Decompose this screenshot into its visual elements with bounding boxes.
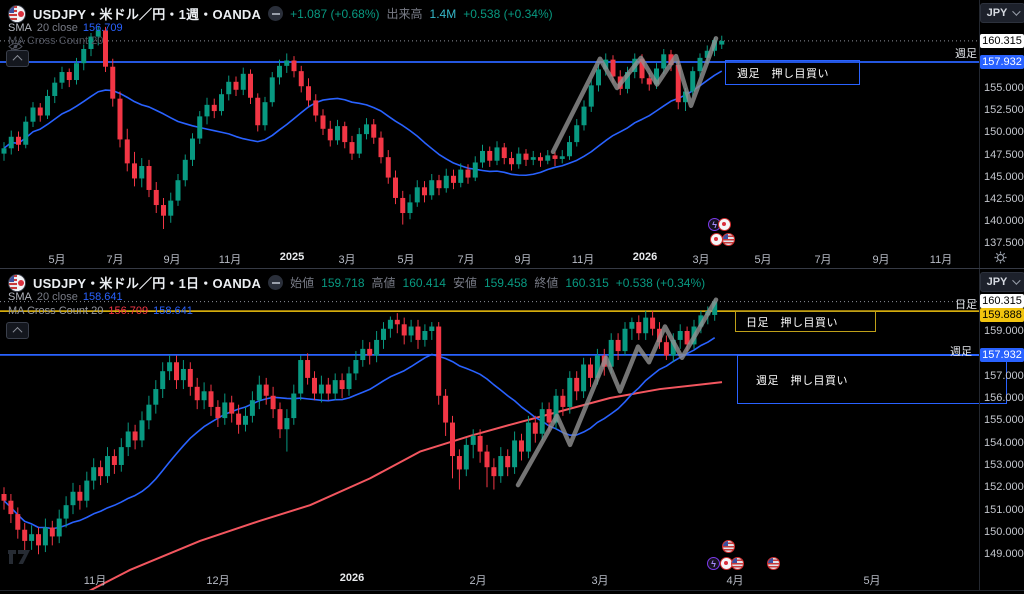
weekly-level-label: 週足: [955, 48, 977, 60]
pane2-weekly-level-price-box: 157.932: [980, 348, 1024, 362]
time-tick: 5月: [397, 254, 415, 266]
price-tick: 140.000: [984, 215, 1024, 227]
pane-separator[interactable]: [0, 268, 1024, 269]
price-tick: 137.500: [984, 237, 1024, 250]
time-tick: 7月: [106, 254, 124, 266]
time-tick: 4月: [726, 575, 744, 587]
price-tick: 149.000: [984, 548, 1024, 561]
usdjpy-flag-pair-icon: [8, 273, 26, 292]
time-tick: 11月: [929, 254, 953, 266]
time-tick: 3月: [591, 575, 609, 587]
pane2-daily-level-price-box: 159.888: [980, 308, 1024, 322]
weekly-level-label-daily-pane: 週足: [950, 346, 972, 358]
price-tick: 147.500: [984, 148, 1024, 161]
us-flag-event-icon[interactable]: [731, 557, 744, 570]
price-tick: 142.500: [984, 192, 1024, 205]
pane1-last-price-box: 160.315: [980, 34, 1024, 48]
time-tick: 11月: [571, 254, 595, 266]
pane1-header: USDJPY・米ドル／円・1週・OANDA +1.087 (+0.68%) 出来…: [8, 4, 553, 23]
weekly-buy-dip-annotation-daily-pane[interactable]: 週足 押し目買い: [737, 355, 1007, 404]
economic-event-icon[interactable]: ϟ: [708, 218, 721, 231]
pane2-symbol-title[interactable]: USDJPY・米ドル／円・1日・OANDA: [33, 276, 262, 291]
pane1-change: +1.087 (+0.68%): [290, 6, 380, 21]
open-value: 159.718: [321, 275, 365, 290]
usdjpy-flag-pair-icon: [8, 4, 26, 23]
price-tick: 159.000: [984, 325, 1024, 337]
time-tick: 11月: [218, 254, 242, 266]
pane1-sma-legend[interactable]: SMA 20 close 156.709: [8, 22, 123, 34]
price-tick: 150.000: [984, 126, 1024, 139]
price-tick: 145.000: [984, 170, 1024, 183]
time-tick: 5月: [48, 254, 66, 266]
price-tick: 151.000: [984, 503, 1024, 516]
pane2-change: +0.538 (+0.34%): [615, 275, 706, 290]
price-tick: 152.500: [984, 104, 1024, 117]
low-label: 安値: [452, 276, 477, 290]
price-axis-border: [979, 0, 980, 590]
pane1-symbol-title[interactable]: USDJPY・米ドル／円・1週・OANDA: [33, 7, 262, 22]
pane2-sma-value: 158.641: [82, 291, 123, 303]
time-tick: 9月: [163, 254, 181, 266]
price-tick: 152.000: [984, 481, 1024, 494]
high-label: 高値: [371, 276, 396, 290]
time-tick: 5月: [863, 575, 881, 587]
us-flag-event-icon[interactable]: [767, 557, 780, 570]
pane1-sma-value: 156.709: [82, 22, 123, 34]
pane1-weekly-level-price-box: 157.932: [980, 55, 1024, 69]
low-value: 159.458: [483, 275, 528, 290]
pane2-ma-cross-legend[interactable]: MA Cross Count 20 156.709 158.641: [8, 305, 193, 317]
jp-flag-event-icon[interactable]: [718, 218, 731, 231]
time-tick: 2026: [339, 572, 365, 584]
high-value: 160.414: [402, 275, 446, 290]
price-tick: 154.000: [984, 436, 1024, 449]
price-tick: 150.000: [984, 525, 1024, 538]
pane1-ma-cross-legend[interactable]: MA Cross Count 20: [8, 35, 108, 52]
bottom-border: [0, 590, 1024, 591]
ma-cross-red-value: 156.709: [108, 305, 149, 317]
time-tick: 3月: [338, 254, 356, 266]
collapse-legend-icon[interactable]: [268, 6, 284, 21]
time-tick: 7月: [814, 254, 832, 266]
weekly-candlestick-chart[interactable]: [0, 0, 1024, 268]
pane2-currency-button[interactable]: JPY: [980, 272, 1024, 292]
price-tick: 155.000: [984, 414, 1024, 427]
time-tick: 12月: [206, 575, 230, 587]
close-value: 160.315: [565, 275, 609, 290]
ma-cross-blue-value: 158.641: [153, 305, 193, 317]
close-label: 終値: [534, 276, 559, 290]
pane1-volume-value: 1.4M: [429, 6, 457, 21]
price-tick: 156.000: [984, 391, 1024, 404]
daily-candlestick-chart[interactable]: [0, 269, 1024, 591]
pane2-sma-legend[interactable]: SMA 20 close 158.641: [8, 291, 123, 303]
daily-buy-dip-annotation[interactable]: 日足 押し目買い: [735, 311, 876, 332]
time-tick: 3月: [692, 254, 710, 266]
pane2-header: USDJPY・米ドル／円・1日・OANDA 始値 159.718 高値 160.…: [8, 273, 705, 292]
pane2-last-price-box: 160.315: [980, 294, 1024, 308]
us-flag-event-icon[interactable]: [722, 233, 735, 246]
price-tick: 157.000: [984, 369, 1024, 382]
collapse-legend-icon[interactable]: [268, 275, 284, 290]
pane2-collapse-button[interactable]: [6, 322, 29, 339]
price-tick: 155.000: [984, 82, 1024, 94]
time-tick: 2025: [279, 251, 305, 263]
pane1-change2: +0.538 (+0.34%): [463, 6, 553, 21]
economic-event-icon[interactable]: ϟ: [707, 557, 720, 570]
time-tick: 7月: [457, 254, 475, 266]
time-tick: 9月: [514, 254, 532, 266]
daily-level-label: 日足: [955, 299, 977, 311]
weekly-buy-dip-annotation[interactable]: 週足 押し目買い: [725, 60, 860, 85]
price-tick: 153.000: [984, 458, 1024, 471]
pane1-collapse-button[interactable]: [6, 50, 29, 67]
us-flag-event-icon[interactable]: [722, 540, 735, 553]
time-tick: 11月: [83, 575, 107, 587]
time-tick: 5月: [754, 254, 772, 266]
open-label: 始値: [290, 276, 315, 290]
time-tick: 2026: [632, 251, 658, 263]
pane1-volume-label: 出来高: [386, 7, 423, 21]
time-tick: 2月: [469, 575, 487, 587]
pane1-currency-button[interactable]: JPY: [980, 3, 1024, 23]
time-tick: 9月: [872, 254, 890, 266]
